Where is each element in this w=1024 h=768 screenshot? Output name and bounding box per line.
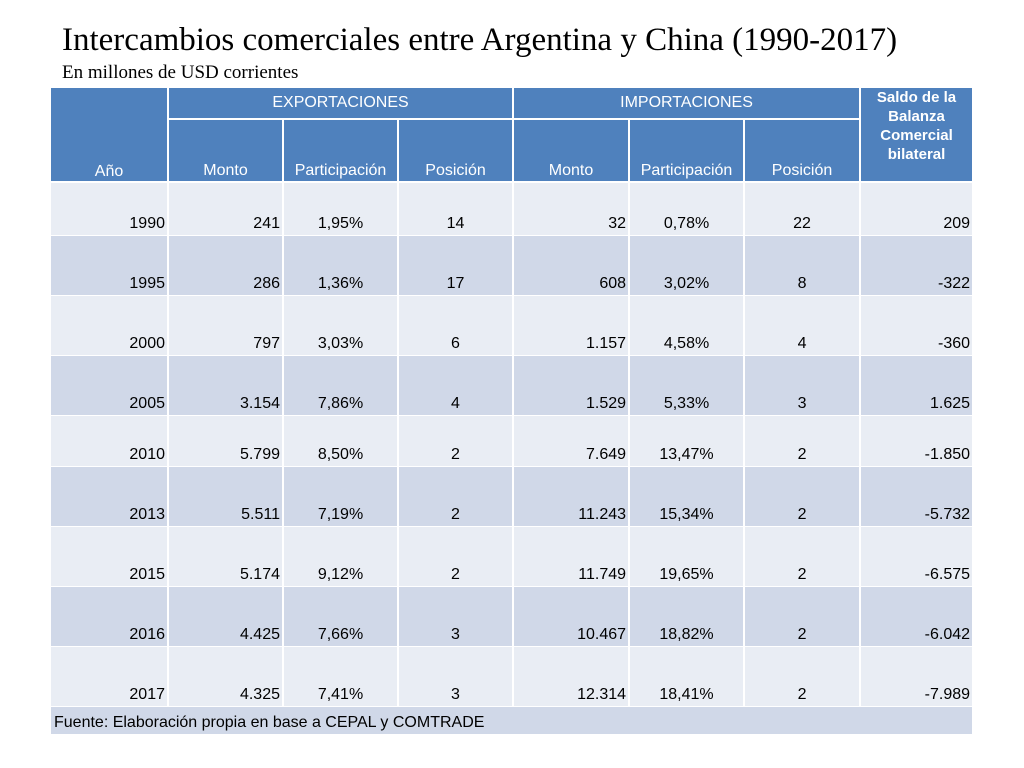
cell-balance: -6.042 (859, 586, 975, 647)
table-row: 2013 5.511 7,19% 2 11.243 15,34% 2 -5.732 (49, 466, 975, 527)
cell-exp-rank: 3 (396, 586, 515, 647)
cell-year: 2013 (49, 466, 169, 527)
header-row-columns: Monto Participación Posición Monto Parti… (50, 118, 973, 183)
page-subtitle: En millones de USD corrientes (62, 62, 299, 83)
cell-imp-rank: 2 (743, 466, 862, 527)
cell-exp-rank: 17 (396, 235, 515, 296)
col-header-exp-rank: Posición (396, 118, 515, 183)
cell-year: 2016 (49, 586, 169, 647)
cell-exp-share: 9,12% (282, 526, 399, 587)
cell-exp-amount: 241 (167, 181, 284, 236)
cell-balance: 209 (859, 181, 975, 236)
cell-exp-share: 1,95% (282, 181, 399, 236)
cell-imp-share: 13,47% (628, 415, 746, 467)
cell-exp-rank: 2 (396, 466, 515, 527)
cell-exp-share: 8,50% (282, 415, 399, 467)
cell-exp-share: 3,03% (282, 295, 399, 356)
cell-imp-share: 3,02% (628, 235, 746, 296)
table-row: 2010 5.799 8,50% 2 7.649 13,47% 2 -1.850 (49, 415, 975, 467)
table-row: 1990 241 1,95% 14 32 0,78% 22 209 (49, 181, 975, 236)
table-row: 1995 286 1,36% 17 608 3,02% 8 -322 (49, 235, 975, 296)
cell-balance: 1.625 (859, 355, 975, 416)
cell-imp-amount: 7.649 (512, 415, 631, 467)
col-group-exports: EXPORTACIONES (166, 86, 515, 120)
cell-exp-amount: 4.425 (167, 586, 284, 647)
page-title: Intercambios comerciales entre Argentina… (62, 22, 898, 58)
cell-year: 2017 (49, 646, 169, 707)
cell-exp-rank: 2 (396, 526, 515, 587)
cell-exp-amount: 5.174 (167, 526, 284, 587)
cell-imp-share: 5,33% (628, 355, 746, 416)
cell-year: 2005 (49, 355, 169, 416)
cell-balance: -322 (859, 235, 975, 296)
cell-imp-amount: 1.529 (512, 355, 631, 416)
table-row: 2005 3.154 7,86% 4 1.529 5,33% 3 1.625 (49, 355, 975, 416)
cell-imp-rank: 2 (743, 586, 862, 647)
cell-exp-share: 1,36% (282, 235, 399, 296)
cell-year: 2015 (49, 526, 169, 587)
cell-exp-share: 7,41% (282, 646, 399, 707)
col-group-imports: IMPORTACIONES (512, 86, 862, 120)
cell-exp-amount: 286 (167, 235, 284, 296)
cell-imp-share: 0,78% (628, 181, 746, 236)
cell-year: 1995 (49, 235, 169, 296)
cell-exp-share: 7,19% (282, 466, 399, 527)
cell-imp-amount: 12.314 (512, 646, 631, 707)
cell-balance: -360 (859, 295, 975, 356)
cell-year: 1990 (49, 181, 169, 236)
cell-exp-amount: 797 (167, 295, 284, 356)
cell-exp-amount: 4.325 (167, 646, 284, 707)
col-header-imp-amount: Monto (512, 118, 631, 183)
cell-imp-amount: 32 (512, 181, 631, 236)
cell-imp-rank: 8 (743, 235, 862, 296)
cell-imp-amount: 11.749 (512, 526, 631, 587)
cell-exp-rank: 3 (396, 646, 515, 707)
source-note: Fuente: Elaboración propia en base a CEP… (48, 706, 975, 734)
table-row: 2015 5.174 9,12% 2 11.749 19,65% 2 -6.575 (49, 526, 975, 587)
cell-imp-rank: 4 (743, 295, 862, 356)
table-body: 1990 241 1,95% 14 32 0,78% 22 209 1995 286 1,36% 17… (48, 181, 975, 734)
cell-imp-rank: 22 (743, 181, 862, 236)
cell-imp-rank: 2 (743, 415, 862, 467)
cell-imp-share: 15,34% (628, 466, 746, 527)
col-header-balance: Saldo de la Balanza Comercial bilateral (859, 86, 975, 183)
col-header-exp-share: Participación (282, 118, 399, 183)
cell-exp-amount: 5.511 (167, 466, 284, 527)
cell-exp-amount: 3.154 (167, 355, 284, 416)
trade-table: Año EXPORTACIONES IMPORTACIONES Saldo de… (48, 86, 975, 734)
cell-exp-share: 7,66% (282, 586, 399, 647)
cell-balance: -6.575 (859, 526, 975, 587)
cell-imp-amount: 10.467 (512, 586, 631, 647)
cell-exp-rank: 2 (396, 415, 515, 467)
cell-imp-rank: 2 (743, 646, 862, 707)
cell-imp-share: 4,58% (628, 295, 746, 356)
cell-balance: -1.850 (859, 415, 975, 467)
col-header-year: Año (49, 86, 169, 183)
cell-balance: -7.989 (859, 646, 975, 707)
table-row: 2000 797 3,03% 6 1.157 4,58% 4 -360 (49, 295, 975, 356)
source-row: Fuente: Elaboración propia en base a CEP… (48, 706, 975, 734)
cell-balance: -5.732 (859, 466, 975, 527)
table-row: 2016 4.425 7,66% 3 10.467 18,82% 2 -6.042 (49, 586, 975, 647)
cell-imp-rank: 3 (743, 355, 862, 416)
table-row: 2017 4.325 7,41% 3 12.314 18,41% 2 -7.989 (49, 646, 975, 707)
cell-imp-share: 18,41% (628, 646, 746, 707)
col-header-imp-rank: Posición (743, 118, 862, 183)
cell-imp-share: 18,82% (628, 586, 746, 647)
cell-imp-amount: 608 (512, 235, 631, 296)
cell-exp-share: 7,86% (282, 355, 399, 416)
cell-exp-rank: 4 (396, 355, 515, 416)
header-row-groups: Año EXPORTACIONES IMPORTACIONES Saldo de… (49, 86, 975, 183)
cell-exp-amount: 5.799 (167, 415, 284, 467)
cell-exp-rank: 14 (396, 181, 515, 236)
cell-year: 2000 (49, 295, 169, 356)
cell-imp-share: 19,65% (628, 526, 746, 587)
col-header-imp-share: Participación (628, 118, 746, 183)
cell-imp-rank: 2 (743, 526, 862, 587)
cell-imp-amount: 11.243 (512, 466, 631, 527)
col-header-exp-amount: Monto (167, 118, 284, 183)
cell-imp-amount: 1.157 (512, 295, 631, 356)
cell-year: 2010 (49, 415, 169, 467)
cell-exp-rank: 6 (396, 295, 515, 356)
